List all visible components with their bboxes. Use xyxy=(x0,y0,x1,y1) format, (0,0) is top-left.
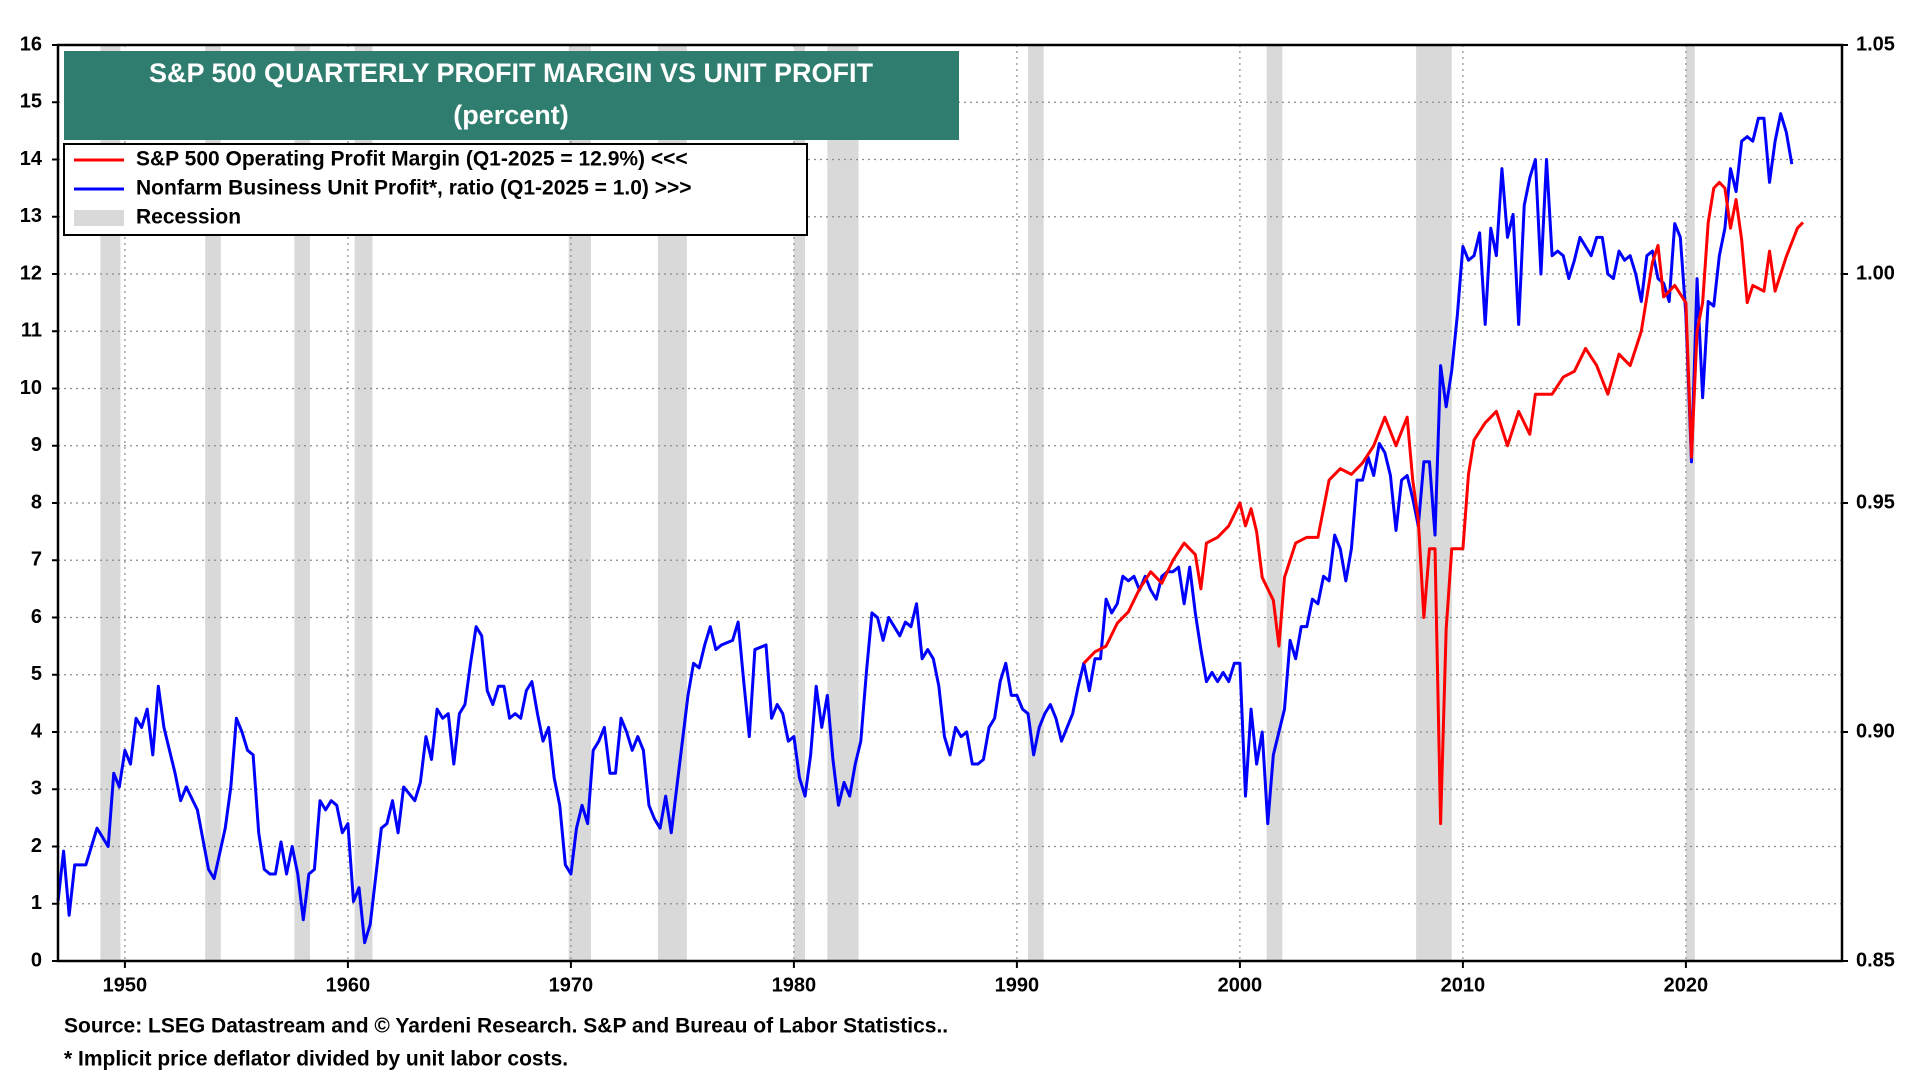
y-tick-label: 16 xyxy=(20,33,42,55)
legend-swatch xyxy=(74,210,124,226)
x-tick-label: 1970 xyxy=(549,974,594,996)
line-layer xyxy=(56,112,1805,945)
legend-label: Recession xyxy=(136,206,241,229)
y-tick-label: 2 xyxy=(31,835,42,857)
title-box xyxy=(64,51,959,140)
y-tick-label: 4 xyxy=(31,720,43,742)
chart-title: S&P 500 QUARTERLY PROFIT MARGIN VS UNIT … xyxy=(149,58,874,88)
y-tick-label: 7 xyxy=(31,549,42,571)
y-tick-label: 10 xyxy=(20,377,42,399)
x-tick-label: 2010 xyxy=(1441,974,1486,996)
data-line xyxy=(1082,180,1805,826)
y2-tick-label: 1.00 xyxy=(1856,262,1895,284)
y2-tick-label: 1.05 xyxy=(1856,33,1895,55)
y2-tick-label: 0.90 xyxy=(1856,720,1895,742)
grid-layer xyxy=(58,44,1842,962)
data-line xyxy=(56,112,1794,945)
y-tick-label: 6 xyxy=(31,606,42,628)
y-tick-label: 15 xyxy=(20,91,42,113)
chart-subtitle: (percent) xyxy=(453,100,569,130)
legend-label: Nonfarm Business Unit Profit*, ratio (Q1… xyxy=(136,177,692,200)
y2-tick-label: 0.95 xyxy=(1856,491,1895,513)
y-tick-label: 1 xyxy=(31,892,42,914)
y-tick-label: 9 xyxy=(31,434,42,456)
x-tick-label: 1960 xyxy=(326,974,371,996)
x-tick-label: 2000 xyxy=(1218,974,1263,996)
axis-layer: 0123456789101112131415160.850.900.951.00… xyxy=(20,33,1895,996)
legend: S&P 500 Operating Profit Margin (Q1-2025… xyxy=(74,148,692,229)
x-tick-label: 1950 xyxy=(103,974,148,996)
y-tick-label: 14 xyxy=(20,148,43,170)
source-note: Source: LSEG Datastream and © Yardeni Re… xyxy=(64,1015,948,1038)
legend-label: S&P 500 Operating Profit Margin (Q1-2025… xyxy=(136,148,688,171)
x-tick-label: 1990 xyxy=(995,974,1040,996)
y-tick-label: 3 xyxy=(31,778,42,800)
y-tick-label: 11 xyxy=(21,320,42,342)
y2-tick-label: 0.85 xyxy=(1856,949,1895,971)
y-tick-label: 5 xyxy=(31,663,42,685)
x-tick-label: 1980 xyxy=(772,974,817,996)
footnote: * Implicit price deflator divided by uni… xyxy=(64,1048,568,1071)
x-tick-label: 2020 xyxy=(1664,974,1709,996)
y-tick-label: 0 xyxy=(31,949,42,971)
legend-box xyxy=(63,143,808,236)
y-tick-label: 8 xyxy=(31,491,42,513)
recession-band xyxy=(793,45,806,961)
y-tick-label: 13 xyxy=(20,205,42,227)
recession-band xyxy=(100,45,121,961)
y-tick-label: 12 xyxy=(20,262,42,284)
